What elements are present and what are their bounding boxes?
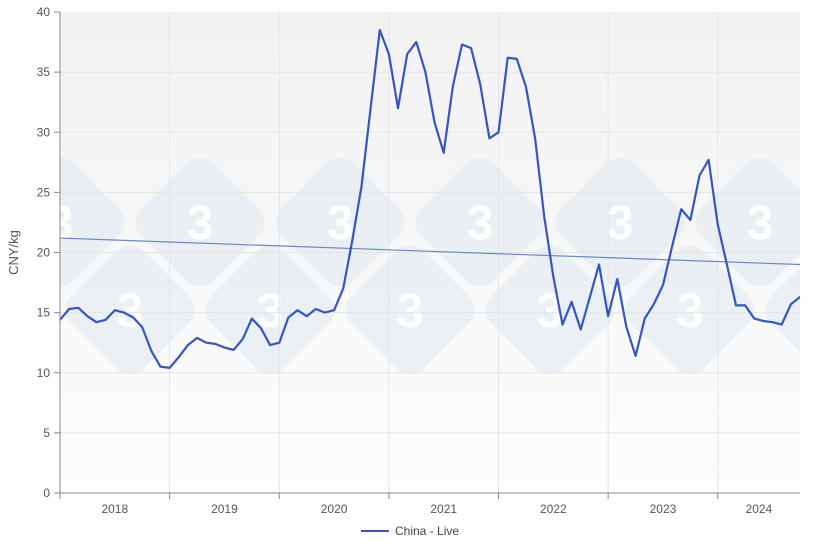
svg-text:25: 25 (37, 185, 51, 199)
chart-svg: 3333333333333051015202530354020182019202… (0, 0, 820, 553)
svg-text:3: 3 (817, 285, 820, 338)
svg-text:2020: 2020 (321, 502, 348, 516)
svg-text:3: 3 (187, 197, 214, 250)
svg-text:3: 3 (677, 285, 704, 338)
svg-text:3: 3 (467, 197, 494, 250)
svg-text:2019: 2019 (211, 502, 238, 516)
svg-text:3: 3 (607, 197, 634, 250)
svg-text:3: 3 (397, 285, 424, 338)
svg-text:2018: 2018 (101, 502, 128, 516)
svg-text:3: 3 (747, 197, 774, 250)
svg-text:China - Live: China - Live (395, 524, 459, 538)
svg-text:2022: 2022 (540, 502, 567, 516)
svg-text:5: 5 (43, 426, 50, 440)
svg-text:15: 15 (37, 306, 51, 320)
svg-text:3: 3 (327, 197, 354, 250)
svg-text:40: 40 (37, 5, 51, 19)
svg-text:20: 20 (37, 246, 51, 260)
svg-text:CNY/kg: CNY/kg (6, 230, 21, 275)
svg-text:3: 3 (0, 285, 3, 338)
price-chart: 3333333333333051015202530354020182019202… (0, 0, 820, 553)
svg-text:30: 30 (37, 125, 51, 139)
svg-text:10: 10 (37, 366, 51, 380)
svg-text:0: 0 (43, 486, 50, 500)
svg-text:35: 35 (37, 65, 51, 79)
svg-text:2021: 2021 (430, 502, 457, 516)
svg-text:2023: 2023 (650, 502, 677, 516)
svg-text:2024: 2024 (746, 502, 773, 516)
